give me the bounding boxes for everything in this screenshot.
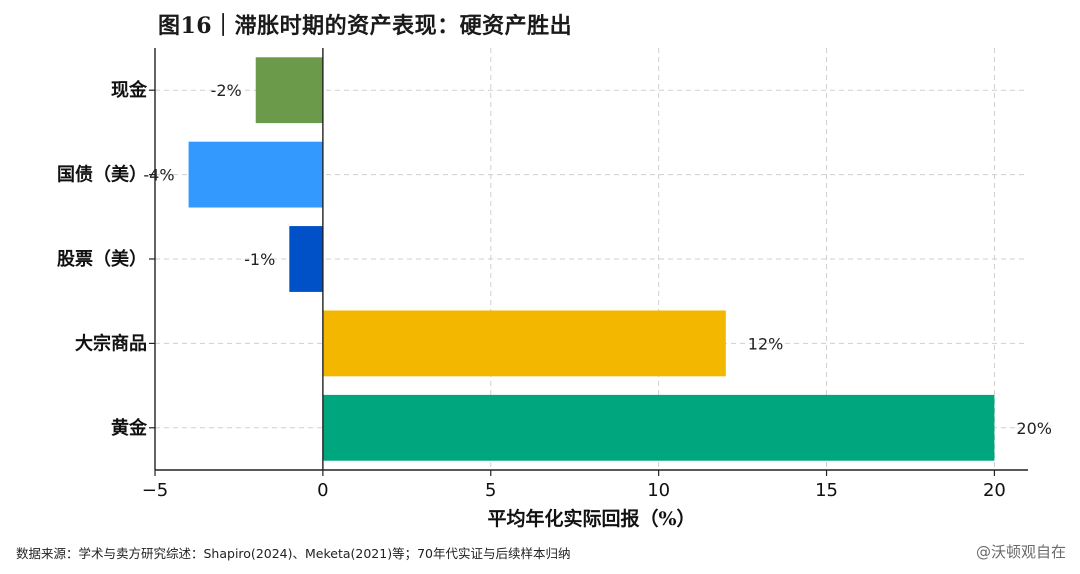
xtick-label: 20	[983, 480, 1006, 501]
data-label: -1%	[244, 250, 275, 269]
xtick-label: 5	[485, 480, 496, 501]
data-label: -4%	[143, 166, 174, 185]
data-label: 20%	[1016, 419, 1052, 438]
source-note: 数据来源：学术与卖方研究综述：Shapiro(2024)、Meketa(2021…	[16, 546, 571, 561]
bars	[188, 57, 995, 461]
chart-title: 图16｜滞胀时期的资产表现：硬资产胜出	[158, 13, 573, 39]
data-label: 12%	[748, 334, 784, 353]
category-label: 股票（美）	[56, 248, 147, 270]
category-label: 黄金	[111, 417, 148, 439]
bar-4	[322, 394, 995, 461]
category-label: 国债（美）	[57, 164, 147, 186]
bar-2	[289, 226, 323, 292]
data-label: -2%	[211, 81, 242, 100]
bar-0	[255, 57, 323, 124]
category-label: 现金	[111, 79, 148, 101]
bar-1	[188, 141, 323, 208]
bar-3	[322, 310, 726, 377]
labels: 现金 -2% 国债（美）-4% 股票（美） -1% 大宗商品 12% 黄金 20% −5 0 5 10 1…	[56, 79, 1052, 530]
xtick-label: 0	[317, 480, 328, 501]
xtick-label: 10	[647, 480, 670, 501]
category-label: 大宗商品	[75, 332, 147, 354]
xtick-label: −5	[142, 480, 169, 501]
xtick-label: 15	[815, 480, 838, 501]
axes	[149, 48, 1028, 476]
x-axis-title: 平均年化实际回报（%）	[487, 507, 695, 530]
watermark: @沃顿观自在	[975, 543, 1066, 561]
